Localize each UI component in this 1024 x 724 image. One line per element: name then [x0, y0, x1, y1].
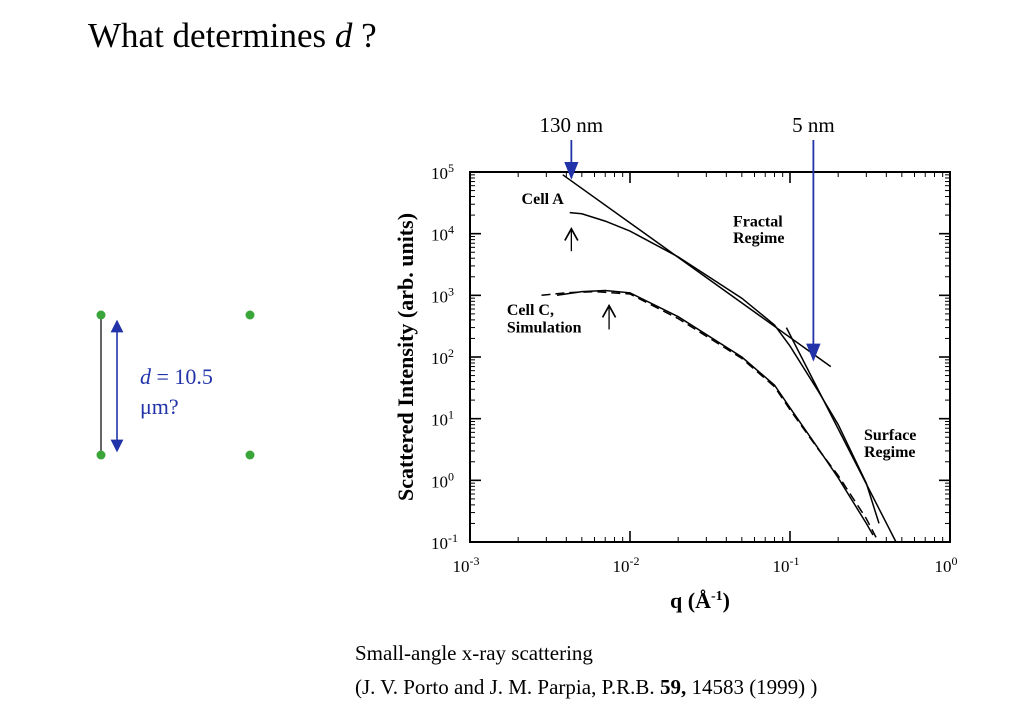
slide-title: What determines d ? — [88, 16, 377, 55]
spacing-variable: d — [140, 364, 151, 389]
plate-spacing-diagram — [96, 310, 255, 460]
x-tick-label: 100 — [935, 554, 958, 576]
x-tick-label: 10-3 — [453, 554, 480, 576]
spacing-label: d = 10.5 μm? — [140, 362, 213, 422]
plate-dot — [245, 310, 255, 320]
annotation-label: Regime — [864, 444, 916, 461]
plate-dot — [245, 450, 255, 460]
x-tick-label: 10-1 — [773, 554, 800, 576]
annotation-label: Cell A — [522, 191, 565, 208]
figure-caption: Small-angle x-ray scattering (J. V. Port… — [355, 636, 817, 704]
y-tick-label: 105 — [431, 161, 454, 183]
annotation-label: Regime — [733, 230, 785, 247]
length-callout-label: 130 nm — [540, 113, 604, 137]
x-tick-label: 10-2 — [613, 554, 640, 576]
y-tick-label: 100 — [431, 469, 454, 491]
annotation-label: Fractal — [733, 214, 783, 231]
annotation-label: Cell C, — [507, 302, 554, 319]
y-tick-label: 102 — [431, 346, 454, 368]
series-line — [556, 289, 874, 536]
series-line — [562, 174, 832, 368]
series-line — [541, 290, 878, 540]
title-variable: d — [334, 16, 353, 55]
y-tick-label: 104 — [431, 223, 454, 245]
y-tick-label: 101 — [431, 408, 454, 430]
length-callout-label: 5 nm — [792, 113, 835, 137]
spacing-unit: μm? — [140, 394, 179, 419]
caption-line-1: Small-angle x-ray scattering — [355, 641, 593, 665]
plate-dot — [96, 310, 106, 320]
caption-line-2: (J. V. Porto and J. M. Parpia, P.R.B. 59… — [355, 675, 818, 699]
annotation-label: Surface — [864, 427, 916, 444]
series-line — [785, 327, 897, 543]
plate-dot — [96, 450, 106, 460]
annotation-label: Simulation — [507, 319, 582, 336]
series-line — [569, 211, 880, 524]
x-axis-label: q (Å-1) — [670, 588, 730, 613]
y-axis-label: Scattered Intensity (arb. units) — [393, 213, 418, 501]
y-tick-label: 103 — [431, 284, 454, 306]
y-tick-label: 10-1 — [431, 531, 458, 553]
plot-frame — [469, 171, 951, 543]
